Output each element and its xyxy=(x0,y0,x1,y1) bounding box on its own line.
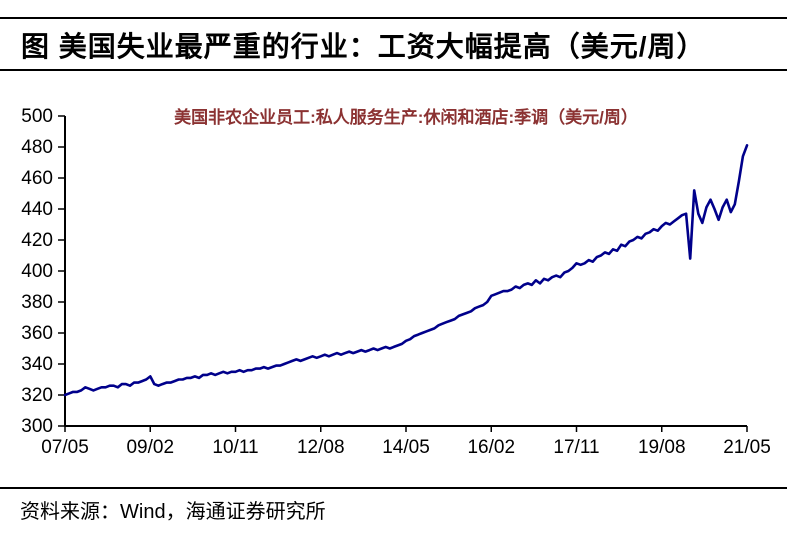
series-line xyxy=(63,144,749,397)
y-tick-label: 460 xyxy=(21,168,53,189)
y-tick-label: 440 xyxy=(21,199,53,220)
y-tick-label: 480 xyxy=(21,137,53,158)
x-tick-label: 10/11 xyxy=(212,437,258,458)
y-tick-label: 340 xyxy=(21,354,53,375)
x-tick-label: 07/05 xyxy=(41,437,89,458)
series-legend-label: 美国非农企业员工:私人服务生产:休闲和酒店:季调（美元/周） xyxy=(174,108,638,127)
y-tick-label: 380 xyxy=(21,292,53,313)
x-tick-label: 12/08 xyxy=(297,437,345,458)
x-tick-label: 09/02 xyxy=(126,437,174,458)
x-tick-label: 16/02 xyxy=(467,437,515,458)
y-tick-label: 420 xyxy=(21,230,53,251)
x-tick-label: 17/11 xyxy=(553,437,599,458)
title-bottom-rule xyxy=(0,69,787,71)
y-tick-label: 400 xyxy=(21,261,53,282)
y-tick-label: 500 xyxy=(21,106,53,127)
y-tick-label: 360 xyxy=(21,323,53,344)
data-source-note: 资料来源：Wind，海通证券研究所 xyxy=(20,501,326,523)
y-tick-label: 320 xyxy=(21,385,53,406)
y-tick-label: 300 xyxy=(21,416,53,437)
x-tick-label: 19/08 xyxy=(638,437,686,458)
x-tick-label: 21/05 xyxy=(723,437,771,458)
footer-rule xyxy=(0,487,787,489)
title-top-rule xyxy=(0,17,787,19)
x-tick-label: 14/05 xyxy=(382,437,430,458)
figure-title: 图 美国失业最严重的行业：工资大幅提高（美元/周） xyxy=(21,31,706,62)
